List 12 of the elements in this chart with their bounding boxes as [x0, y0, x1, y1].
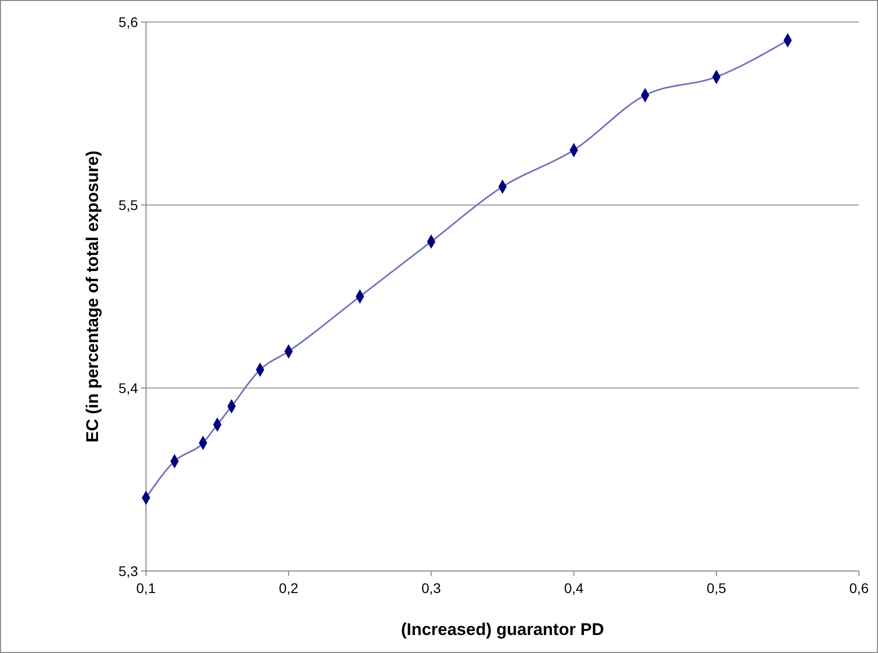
x-tick-label: 0,4 — [564, 580, 584, 596]
y-tick-label: 5,5 — [118, 197, 138, 213]
x-tick-label: 0,1 — [136, 580, 156, 596]
y-tick-label: 5,4 — [118, 380, 138, 396]
y-tick-label: 5,3 — [118, 563, 138, 579]
x-tick-label: 0,2 — [278, 580, 299, 596]
x-tick-label: 0,3 — [421, 580, 442, 596]
x-tick-label: 0,6 — [849, 580, 869, 596]
x-tick-label: 0,5 — [706, 580, 726, 596]
y-tick-label: 5,6 — [118, 14, 138, 30]
x-axis-title: (Increased) guarantor PD — [400, 620, 604, 639]
y-axis-title: EC (in percentage of total exposure) — [83, 150, 102, 442]
